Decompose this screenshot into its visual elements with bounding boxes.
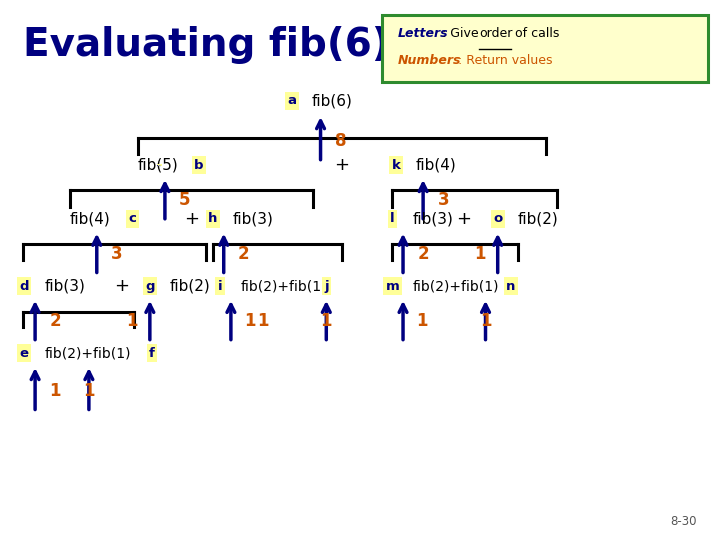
Text: Letters: Letters: [398, 27, 449, 40]
Text: order: order: [479, 27, 513, 40]
Text: 1: 1: [126, 312, 138, 330]
Text: fib(3): fib(3): [233, 212, 274, 226]
Text: m: m: [385, 280, 399, 293]
Text: j: j: [324, 280, 328, 293]
Text: fib(3): fib(3): [45, 279, 85, 294]
Text: 2: 2: [418, 245, 429, 263]
Text: 8-30: 8-30: [670, 515, 697, 528]
Text: f: f: [149, 347, 155, 360]
Text: Evaluating fib(6): Evaluating fib(6): [23, 25, 390, 64]
Text: fib(2)+fib(1): fib(2)+fib(1): [240, 279, 327, 293]
Text: fib(2): fib(2): [170, 279, 211, 294]
Text: fib(5): fib(5): [157, 165, 161, 166]
Text: 1: 1: [320, 312, 332, 330]
Text: k: k: [392, 159, 400, 172]
Text: 1: 1: [417, 312, 428, 330]
Text: +: +: [456, 210, 472, 228]
Text: fib(4): fib(4): [70, 212, 110, 226]
Text: 1: 1: [49, 382, 60, 400]
Text: fib(5): fib(5): [138, 158, 179, 173]
Text: e: e: [20, 347, 29, 360]
Text: 2: 2: [50, 312, 61, 330]
Text: n: n: [506, 280, 516, 293]
Text: +: +: [335, 156, 350, 174]
Text: a: a: [287, 94, 297, 107]
Text: 1: 1: [83, 382, 94, 400]
Text: fib(2)+fib(1): fib(2)+fib(1): [45, 346, 131, 360]
Text: c: c: [129, 212, 137, 226]
Text: of calls: of calls: [510, 27, 559, 40]
Text: d: d: [19, 280, 29, 293]
Text: fib(6): fib(6): [312, 93, 353, 109]
Text: 3: 3: [111, 245, 122, 263]
Text: 1: 1: [474, 245, 485, 263]
Text: : Give: : Give: [443, 27, 483, 40]
Text: 1: 1: [245, 312, 256, 330]
Text: : Return values: : Return values: [457, 55, 552, 68]
Text: h: h: [208, 212, 217, 226]
Text: b: b: [194, 159, 203, 172]
Text: Numbers: Numbers: [398, 55, 462, 68]
Text: fib(3): fib(3): [413, 212, 453, 226]
Text: 5: 5: [179, 191, 191, 209]
Text: 8: 8: [335, 132, 346, 150]
Text: fib(2)+fib(1): fib(2)+fib(1): [413, 279, 499, 293]
Text: +: +: [114, 277, 129, 295]
Text: 1: 1: [480, 312, 491, 330]
Text: fib(2): fib(2): [518, 212, 559, 226]
Text: o: o: [493, 212, 503, 226]
Text: g: g: [145, 280, 155, 293]
Text: fib(4): fib(4): [416, 158, 456, 173]
Text: +: +: [184, 210, 199, 228]
FancyBboxPatch shape: [382, 15, 708, 82]
Text: 3: 3: [437, 191, 449, 209]
Text: 1: 1: [258, 312, 269, 330]
Text: l: l: [390, 212, 395, 226]
Text: i: i: [218, 280, 222, 293]
Text: 2: 2: [238, 245, 250, 263]
